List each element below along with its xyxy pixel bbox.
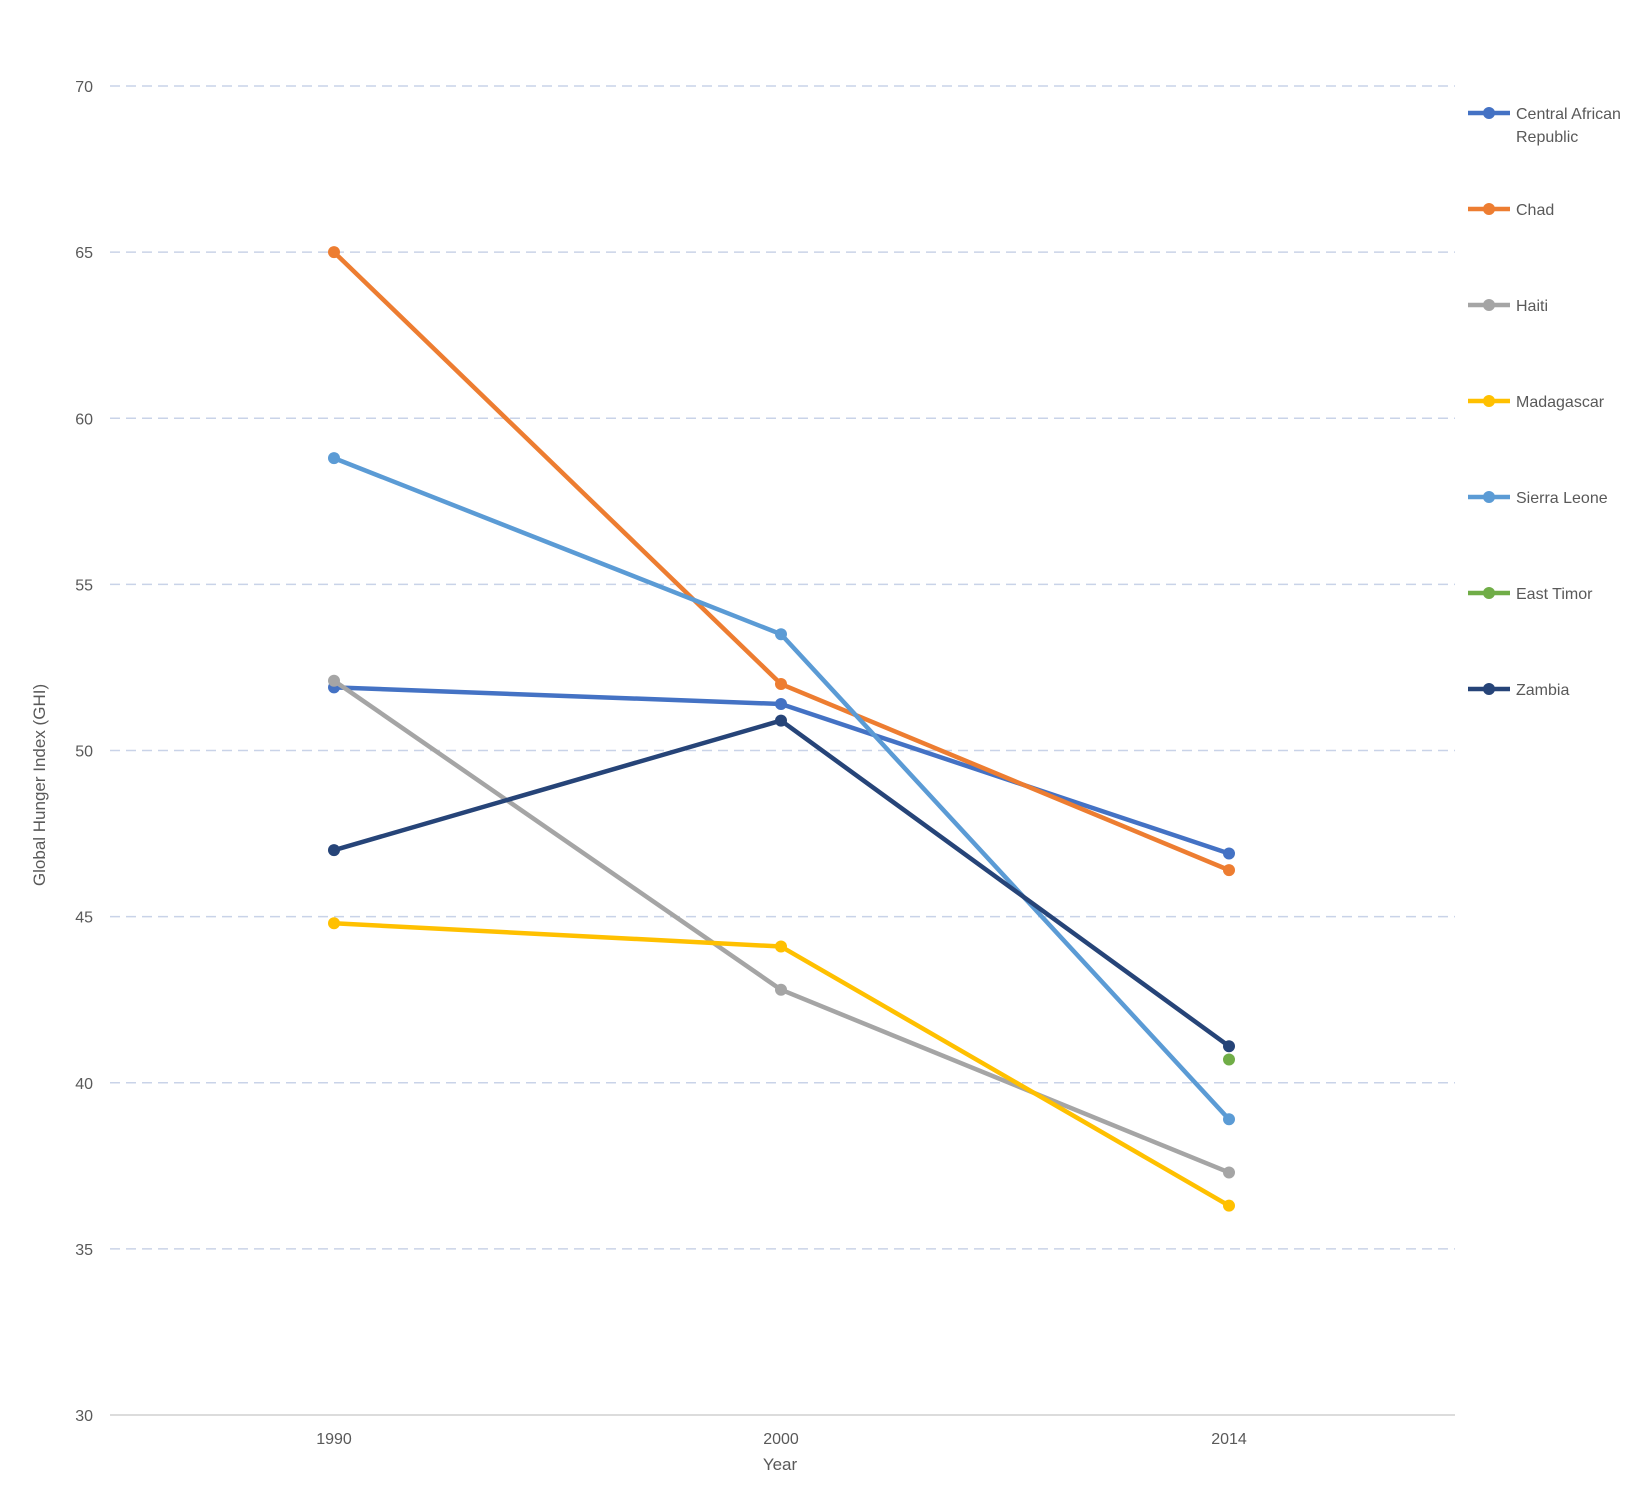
- series-chad: [328, 246, 1235, 877]
- y-tick-label: 55: [75, 577, 93, 594]
- data-point: [328, 452, 340, 465]
- data-point: [328, 674, 340, 687]
- legend-swatch-marker: [1483, 587, 1495, 599]
- series-sierra-leone: [328, 452, 1235, 1126]
- data-point: [775, 678, 787, 691]
- data-point: [1223, 1199, 1235, 1212]
- legend: Central African Republic Chad Haiti Madagasc…: [1468, 106, 1621, 699]
- legend-item: East Timor: [1468, 586, 1593, 603]
- series-madagascar: [328, 917, 1235, 1212]
- y-tick-label: 35: [75, 1242, 93, 1259]
- legend-item: Madagascar: [1468, 394, 1605, 411]
- y-tick-label: 60: [75, 411, 93, 428]
- series-east-timor: [1223, 1053, 1235, 1066]
- legend-swatch-marker: [1483, 299, 1495, 311]
- series-haiti: [328, 674, 1235, 1179]
- y-axis: 30 35 40 45 50 55 60 65 70: [75, 79, 93, 1425]
- data-point: [775, 714, 787, 727]
- legend-label: Zambia: [1516, 682, 1569, 699]
- legend-swatch-marker: [1483, 395, 1495, 407]
- y-tick-label: 40: [75, 1076, 93, 1093]
- data-point: [328, 844, 340, 857]
- legend-label: East Timor: [1516, 586, 1593, 603]
- series-line: [331, 678, 1232, 1175]
- y-tick-label: 50: [75, 744, 93, 761]
- series-lines: [328, 246, 1235, 1212]
- data-point: [1223, 864, 1235, 877]
- data-point: [328, 917, 340, 930]
- legend-label: Madagascar: [1516, 394, 1605, 411]
- legend-label: Haiti: [1516, 298, 1548, 315]
- gridlines: [110, 85, 1455, 1416]
- x-tick-label: 2000: [763, 1431, 799, 1448]
- y-tick-label: 30: [75, 1408, 93, 1425]
- x-tick-label: 2014: [1211, 1431, 1247, 1448]
- series-line: [331, 685, 1232, 856]
- series-zambia: [328, 714, 1235, 1053]
- legend-item: Chad: [1468, 202, 1554, 219]
- legend-swatch-marker: [1483, 683, 1495, 695]
- data-point: [775, 697, 787, 710]
- y-axis-title: Global Hunger Index (GHI): [30, 684, 49, 886]
- legend-swatch-marker: [1483, 107, 1495, 119]
- series-line: [331, 718, 1232, 1049]
- legend-swatch-marker: [1483, 203, 1495, 215]
- series-central-african-republic: [328, 681, 1235, 860]
- legend-label: Chad: [1516, 202, 1554, 219]
- legend-label: Central African Republic: [1516, 106, 1621, 146]
- y-tick-label: 70: [75, 79, 93, 96]
- legend-label: Sierra Leone: [1516, 490, 1608, 507]
- legend-item: Central African Republic: [1468, 106, 1621, 146]
- data-point: [775, 628, 787, 641]
- data-point: [1223, 1040, 1235, 1053]
- x-axis: 1990 2000 2014: [316, 1431, 1247, 1448]
- data-point: [1223, 1053, 1235, 1066]
- data-point: [775, 983, 787, 996]
- y-tick-label: 65: [75, 245, 93, 262]
- series-line: [331, 455, 1232, 1122]
- legend-item: Haiti: [1468, 298, 1548, 315]
- data-point: [1223, 847, 1235, 860]
- legend-swatch-marker: [1483, 491, 1495, 503]
- series-line: [331, 921, 1232, 1208]
- data-point: [1223, 1166, 1235, 1179]
- series-line: [331, 249, 1232, 873]
- data-point: [1223, 1113, 1235, 1126]
- data-point: [775, 940, 787, 953]
- legend-item: Sierra Leone: [1468, 490, 1608, 507]
- y-tick-label: 45: [75, 910, 93, 927]
- data-point: [328, 246, 340, 259]
- x-tick-label: 1990: [316, 1431, 352, 1448]
- x-axis-title: Year: [763, 1455, 798, 1474]
- legend-item: Zambia: [1468, 682, 1569, 699]
